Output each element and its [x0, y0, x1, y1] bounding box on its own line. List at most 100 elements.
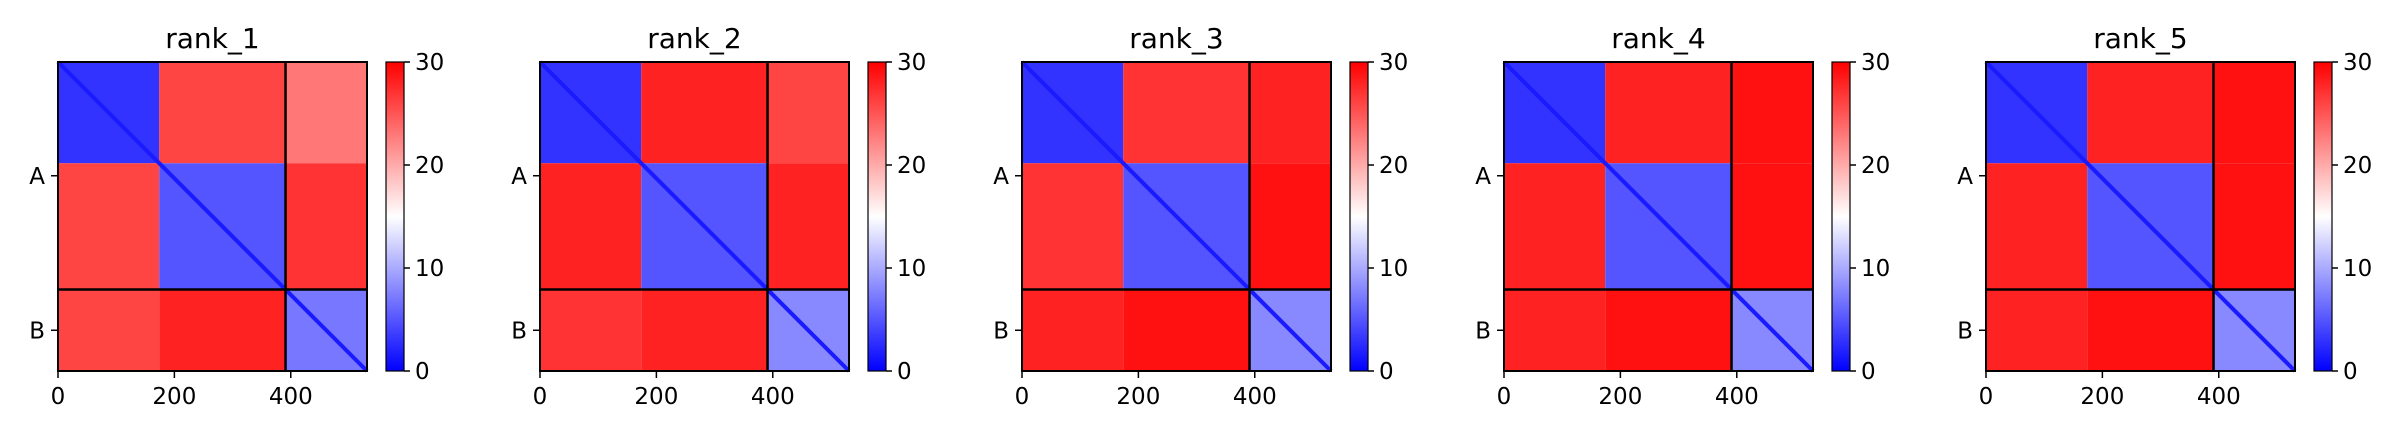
chain-label-b: B [1475, 318, 1491, 344]
colorbar-gradient [386, 62, 404, 371]
colorbar: 0 10 20 30 [1831, 50, 1890, 385]
heatmap-frame [539, 61, 850, 372]
colorbar-tick-label: 30 [1861, 50, 1890, 76]
colorbar-frame [2313, 61, 2333, 372]
heatmap-frame [1503, 61, 1814, 372]
colorbar: 0 10 20 30 [385, 50, 444, 385]
chain-label-a: A [993, 164, 1009, 190]
colorbar-tick-label: 0 [897, 359, 912, 385]
x-tick-label: 200 [1116, 384, 1160, 410]
colorbar-tick-label: 10 [2343, 256, 2372, 282]
colorbar-tick-label: 0 [415, 359, 430, 385]
pae-block-0-1 [1123, 62, 1250, 164]
panel-title: rank_4 [1611, 22, 1705, 55]
panel-title: rank_3 [1129, 22, 1223, 55]
colorbar: 0 10 20 30 [867, 50, 926, 385]
pae-block-1-0 [1504, 163, 1606, 290]
pae-block-0-1 [641, 62, 768, 164]
pae-block-1-0 [1986, 163, 2088, 290]
colorbar-gradient [1350, 62, 1368, 371]
x-tick-label: 0 [533, 384, 548, 410]
pae-block-0-2 [285, 62, 367, 164]
colorbar-frame [1349, 61, 1369, 372]
chain-label-b: B [29, 318, 45, 344]
colorbar-gradient [1832, 62, 1850, 371]
pae-panel-4: rank_4 0 200 400 A B 0 10 20 30 [1475, 22, 1890, 410]
heatmap-frame [1985, 61, 2296, 372]
colorbar-tick-label: 30 [1379, 50, 1408, 76]
pae-block-1-0 [58, 163, 160, 290]
heatmap [538, 60, 851, 373]
x-tick-label: 0 [1015, 384, 1030, 410]
heatmap [1502, 60, 1815, 373]
colorbar-tick-label: 20 [415, 153, 444, 179]
pae-block-2-0 [1986, 289, 2088, 371]
panel-title: rank_2 [647, 22, 741, 55]
x-tick-label: 200 [634, 384, 678, 410]
pae-block-1-0 [1022, 163, 1124, 290]
colorbar-tick-label: 30 [415, 50, 444, 76]
x-tick-label: 0 [1979, 384, 1994, 410]
colorbar-frame [1831, 61, 1851, 372]
pae-diagonal [1502, 60, 1815, 373]
pae-block-0-1 [159, 62, 286, 164]
colorbar-gradient [2314, 62, 2332, 371]
pae-block-0-2 [2213, 62, 2295, 164]
pae-block-1-2 [767, 163, 849, 290]
pae-block-1-2 [1731, 163, 1813, 290]
colorbar: 0 10 20 30 [2313, 50, 2372, 385]
panel-title: rank_1 [165, 22, 259, 55]
heatmap [1020, 60, 1333, 373]
colorbar: 0 10 20 30 [1349, 50, 1408, 385]
pae-panel-5: rank_5 0 200 400 A B 0 10 20 30 [1957, 22, 2372, 410]
pae-diagonal [1020, 60, 1333, 373]
pae-block-0-1 [2087, 62, 2214, 164]
pae-block-2-1 [159, 289, 286, 371]
pae-diagonal [538, 60, 851, 373]
pae-block-1-2 [2213, 163, 2295, 290]
x-tick-label: 200 [2080, 384, 2124, 410]
heatmap-frame [57, 61, 368, 372]
chain-label-a: A [511, 164, 527, 190]
x-tick-label: 200 [152, 384, 196, 410]
pae-block-2-1 [2087, 289, 2214, 371]
pae-block-2-1 [1123, 289, 1250, 371]
pae-block-2-0 [1022, 289, 1124, 371]
pae-block-0-2 [767, 62, 849, 164]
pae-panel-1: rank_1 0 200 400 A B 0 10 20 30 [29, 22, 444, 410]
colorbar-tick-label: 10 [897, 256, 926, 282]
x-tick-label: 400 [1233, 384, 1277, 410]
colorbar-tick-label: 0 [2343, 359, 2358, 385]
chain-label-a: A [1475, 164, 1491, 190]
colorbar-tick-label: 20 [1379, 153, 1408, 179]
chain-label-a: A [29, 164, 45, 190]
pae-block-0-2 [1731, 62, 1813, 164]
x-tick-label: 400 [269, 384, 313, 410]
pae-block-1-0 [540, 163, 642, 290]
pae-block-0-2 [1249, 62, 1331, 164]
colorbar-tick-label: 10 [415, 256, 444, 282]
pae-block-2-0 [1504, 289, 1606, 371]
colorbar-tick-label: 0 [1861, 359, 1876, 385]
colorbar-tick-label: 10 [1379, 256, 1408, 282]
chain-label-b: B [993, 318, 1009, 344]
x-tick-label: 0 [1497, 384, 1512, 410]
heatmap [56, 60, 369, 373]
panel-title: rank_5 [2093, 22, 2187, 55]
colorbar-gradient [868, 62, 886, 371]
colorbar-frame [867, 61, 887, 372]
colorbar-frame [385, 61, 405, 372]
colorbar-tick-label: 0 [1379, 359, 1394, 385]
pae-diagonal [56, 60, 369, 373]
pae-diagonal [1984, 60, 2297, 373]
chain-label-b: B [511, 318, 527, 344]
pae-block-1-2 [285, 163, 367, 290]
colorbar-tick-label: 10 [1861, 256, 1890, 282]
colorbar-tick-label: 20 [1861, 153, 1890, 179]
pae-panel-3: rank_3 0 200 400 A B 0 10 20 30 [993, 22, 1408, 410]
pae-block-2-0 [58, 289, 160, 371]
colorbar-tick-label: 20 [2343, 153, 2372, 179]
x-tick-label: 400 [1715, 384, 1759, 410]
heatmap-frame [1021, 61, 1332, 372]
